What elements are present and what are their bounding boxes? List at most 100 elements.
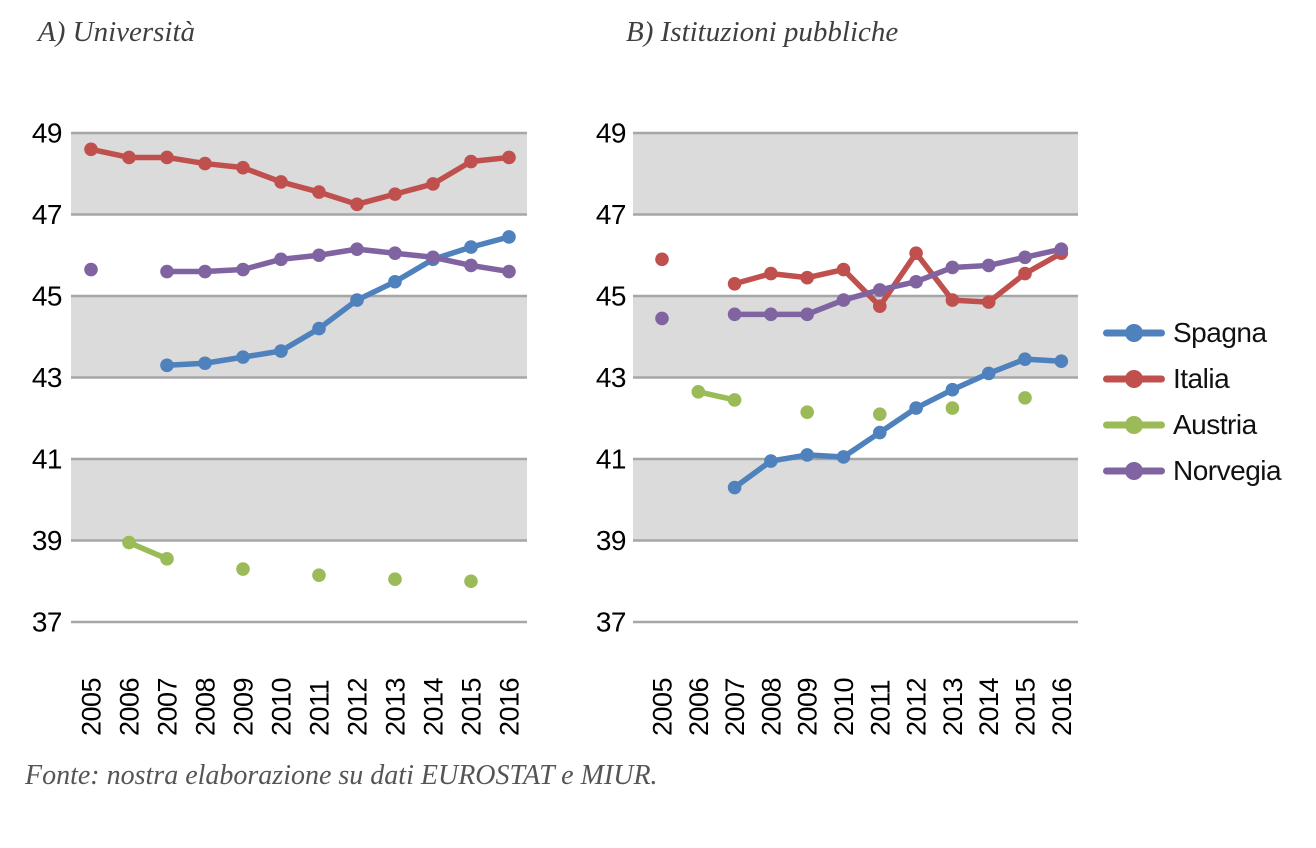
data-point — [350, 293, 364, 307]
y-tick-label: 49 — [596, 118, 626, 149]
y-tick-label: 41 — [32, 444, 62, 475]
x-tick-label: 2007 — [720, 678, 750, 736]
data-point — [502, 264, 516, 279]
data-point — [873, 407, 887, 421]
data-point — [312, 185, 326, 199]
x-tick-label: 2007 — [153, 678, 183, 736]
x-tick-label: 2010 — [267, 678, 297, 736]
y-tick-label: 41 — [596, 444, 626, 475]
data-point — [1018, 266, 1032, 281]
y-tick-label: 37 — [32, 607, 62, 638]
chart-a-title: A) Università — [38, 16, 196, 48]
y-tick-label: 39 — [32, 525, 62, 556]
source-note: Fonte: nostra elaborazione su dati EUROS… — [25, 760, 658, 791]
data-point — [502, 230, 516, 244]
series-norvegia — [84, 242, 516, 279]
y-tick-label: 43 — [32, 362, 62, 393]
data-point — [160, 264, 174, 279]
data-point — [388, 246, 402, 261]
data-point — [836, 262, 851, 277]
series-norvegia — [655, 242, 1069, 326]
data-point — [160, 358, 174, 373]
series-austria — [691, 384, 1032, 421]
legend-item-norvegia: Norvegia — [1103, 448, 1313, 494]
legend-label-spagna: Spagna — [1173, 317, 1267, 348]
x-tick-label: 2012 — [902, 678, 932, 736]
x-tick-label: 2009 — [229, 678, 259, 736]
data-point — [1018, 391, 1032, 405]
series-line — [731, 250, 1065, 309]
y-tick-label: 49 — [32, 118, 62, 149]
series-austria — [122, 535, 478, 589]
data-point — [426, 250, 440, 265]
data-point — [873, 425, 887, 440]
series-line — [164, 246, 512, 275]
data-point — [727, 393, 742, 407]
data-point — [84, 142, 98, 157]
data-point — [727, 480, 742, 495]
legend-item-austria: Austria — [1103, 402, 1313, 448]
x-tick-label: 2005 — [648, 678, 678, 736]
x-tick-label: 2016 — [1047, 678, 1077, 736]
x-tick-label: 2014 — [419, 677, 449, 736]
data-point — [350, 197, 364, 212]
data-point — [981, 295, 996, 309]
data-point — [464, 240, 478, 254]
data-point — [800, 270, 814, 285]
x-tick-label: 2011 — [865, 680, 895, 736]
data-point — [945, 401, 960, 415]
x-tick-label: 2006 — [684, 678, 714, 736]
data-point — [274, 344, 288, 358]
series-italia — [655, 246, 1069, 313]
data-point — [909, 274, 923, 289]
data-point — [909, 401, 923, 415]
data-point — [764, 454, 778, 468]
data-point — [945, 293, 960, 307]
data-point — [464, 574, 478, 589]
y-tick-label: 37 — [596, 607, 626, 638]
data-point — [236, 160, 250, 175]
data-point — [160, 552, 174, 566]
data-point — [350, 242, 364, 256]
data-point — [426, 177, 440, 191]
italia-line-marker-icon — [1103, 369, 1165, 389]
data-point — [198, 356, 212, 371]
data-point — [236, 562, 250, 576]
data-point — [836, 293, 851, 307]
data-point — [236, 350, 250, 364]
data-point — [236, 262, 250, 277]
x-tick-label: 2012 — [343, 678, 373, 736]
data-point — [800, 307, 814, 322]
data-point — [464, 258, 478, 273]
x-tick-label: 2013 — [381, 678, 411, 736]
data-point — [122, 535, 136, 550]
x-tick-label: 2011 — [305, 680, 335, 736]
series-line — [731, 356, 1065, 491]
plot-band — [633, 133, 1078, 215]
data-point — [464, 154, 478, 169]
data-point — [945, 382, 960, 397]
plot-band — [71, 459, 527, 541]
x-tick-label: 2015 — [457, 678, 487, 736]
y-tick-label: 43 — [596, 362, 626, 393]
legend-item-italia: Italia — [1103, 356, 1313, 402]
data-point — [388, 187, 402, 201]
series-line — [126, 539, 170, 562]
data-point — [502, 150, 516, 165]
data-point — [873, 299, 887, 313]
legend: Spagna Italia Austria Norvegia — [1103, 310, 1313, 494]
x-tick-label: 2013 — [938, 678, 968, 736]
x-tick-label: 2016 — [495, 678, 525, 736]
plot-band — [633, 296, 1078, 378]
data-point — [1018, 352, 1032, 366]
data-point — [312, 248, 326, 263]
norvegia-line-marker-icon — [1103, 461, 1165, 481]
chart-b-title: B) Istituzioni pubbliche — [626, 16, 899, 48]
data-point — [274, 252, 288, 267]
data-point — [909, 246, 923, 261]
x-tick-label: 2008 — [191, 678, 221, 736]
data-point — [122, 150, 136, 165]
x-tick-label: 2006 — [115, 678, 145, 736]
